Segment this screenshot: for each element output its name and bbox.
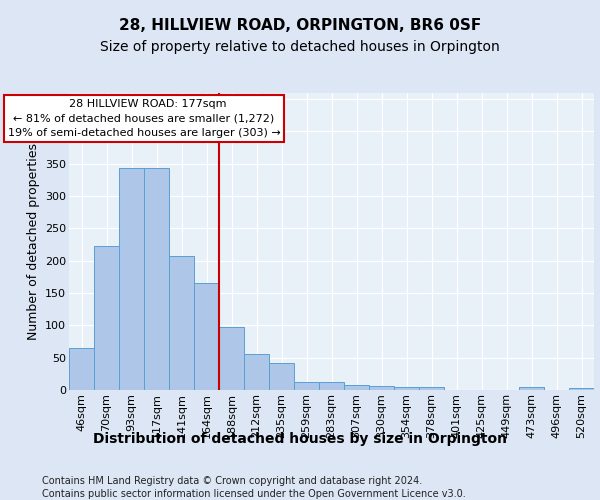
Y-axis label: Number of detached properties: Number of detached properties [26,143,40,340]
Bar [319,382,344,390]
Bar [194,282,219,390]
Bar [144,168,169,390]
Text: Contains public sector information licensed under the Open Government Licence v3: Contains public sector information licen… [42,489,466,499]
Text: Size of property relative to detached houses in Orpington: Size of property relative to detached ho… [100,40,500,54]
Bar [269,363,294,390]
Bar [419,388,444,390]
Bar [569,388,594,390]
Text: 28 HILLVIEW ROAD: 177sqm
← 81% of detached houses are smaller (1,272)
19% of sem: 28 HILLVIEW ROAD: 177sqm ← 81% of detach… [8,98,280,138]
Text: Distribution of detached houses by size in Orpington: Distribution of detached houses by size … [93,432,507,446]
Bar [219,328,244,390]
Bar [294,382,319,390]
Bar [69,348,94,390]
Bar [169,256,194,390]
Text: Contains HM Land Registry data © Crown copyright and database right 2024.: Contains HM Land Registry data © Crown c… [42,476,422,486]
Text: 28, HILLVIEW ROAD, ORPINGTON, BR6 0SF: 28, HILLVIEW ROAD, ORPINGTON, BR6 0SF [119,18,481,32]
Bar [344,386,369,390]
Bar [94,246,119,390]
Bar [119,168,144,390]
Bar [369,386,394,390]
Bar [244,354,269,390]
Bar [394,387,419,390]
Bar [519,388,544,390]
